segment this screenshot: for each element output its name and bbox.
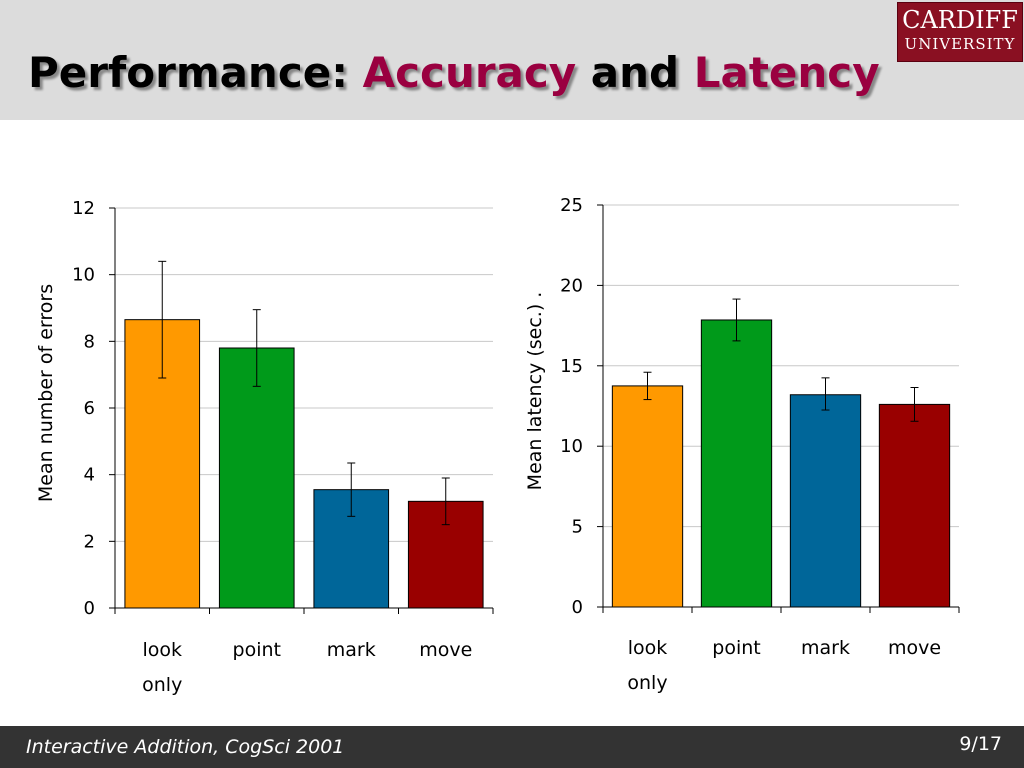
chart1-y-tick-label: 6 <box>84 398 95 419</box>
chart2-category-label: only <box>627 672 667 694</box>
chart1-category-label: look <box>142 639 182 661</box>
chart2-y-tick-label: 25 <box>560 195 583 216</box>
chart2-bar <box>701 320 771 607</box>
chart2-category-label: point <box>712 637 760 659</box>
chart1-y-tick-label: 0 <box>84 598 95 619</box>
chart2-y-tick-label: 20 <box>560 275 583 296</box>
chart1-category-label: move <box>419 639 472 661</box>
chart2-bar <box>790 395 860 607</box>
chart1-bar <box>219 348 294 608</box>
page-number: 9/17 <box>959 733 1002 755</box>
chart1-category-label: only <box>142 674 182 696</box>
footer-text: Interactive Addition, CogSci 2001 <box>26 736 344 758</box>
chart2-category-label: move <box>888 637 941 659</box>
chart1-y-tick-label: 8 <box>84 331 95 352</box>
chart1-y-tick-label: 12 <box>72 198 95 219</box>
chart1-category-label: mark <box>327 639 376 661</box>
chart2-category-label: mark <box>801 637 850 659</box>
chart1-category-label: point <box>233 639 281 661</box>
chart1-y-tick-label: 2 <box>84 531 95 552</box>
chart2-y-axis-label: Mean latency (sec.) . <box>524 292 546 491</box>
chart2-y-tick-label: 5 <box>572 517 583 538</box>
chart1-y-tick-label: 10 <box>72 265 95 286</box>
chart2-y-tick-label: 0 <box>572 597 583 618</box>
chart2-category-label: look <box>628 637 668 659</box>
chart1-y-axis-label: Mean number of errors <box>35 284 57 502</box>
chart2-y-tick-label: 10 <box>560 436 583 457</box>
chart2-bar <box>879 404 949 607</box>
chart2-bar <box>612 386 682 607</box>
chart2-y-tick-label: 15 <box>560 356 583 377</box>
chart1-y-tick-label: 4 <box>84 465 95 486</box>
